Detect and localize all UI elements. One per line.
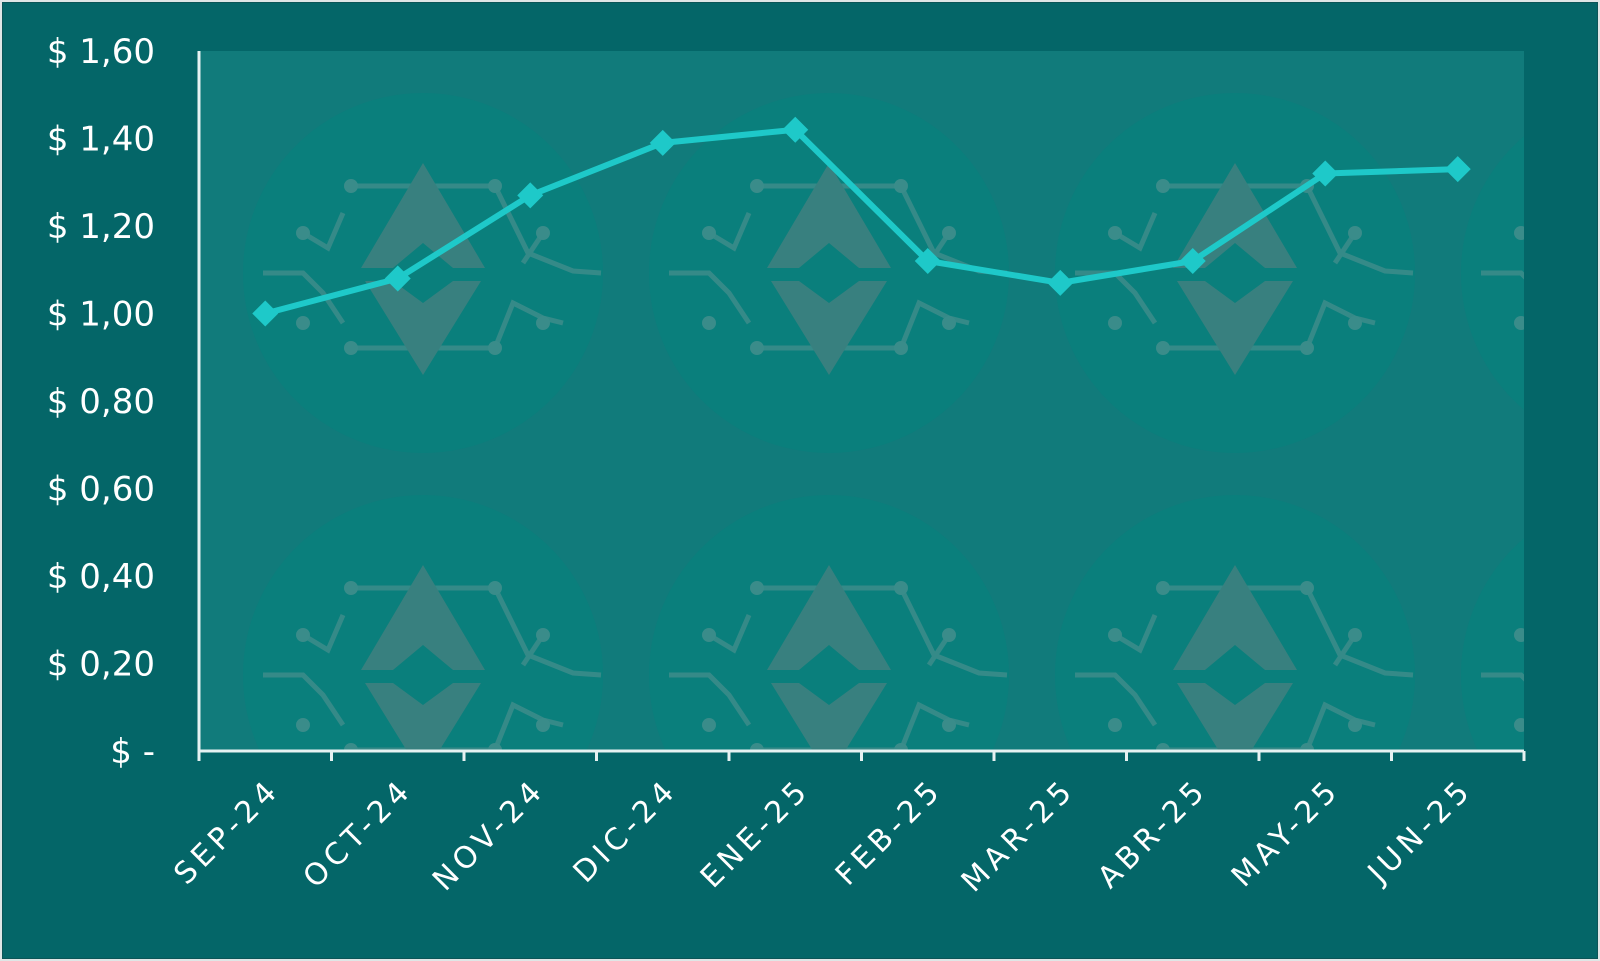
y-tick-label: $ 1,60	[47, 32, 155, 72]
y-tick-label: $ 0,40	[47, 557, 155, 597]
y-tick-label: $ 1,20	[47, 207, 155, 247]
x-tick-label: NOV-24	[426, 772, 552, 898]
series-line	[264, 126, 1458, 317]
data-point-marker	[1047, 269, 1074, 296]
data-point-marker	[914, 248, 941, 274]
data-point-marker	[782, 116, 809, 143]
x-tick-label: OCT-24	[297, 772, 420, 895]
y-tick-label: $ 1,00	[47, 295, 155, 335]
x-tick-label: SEP-24	[167, 772, 287, 892]
x-tick-label: JUN-25	[1360, 772, 1480, 892]
y-tick-label: $ 0,80	[47, 382, 155, 422]
data-point-marker	[649, 129, 676, 156]
x-tick-label: ABR-25	[1091, 772, 1215, 896]
data-point-marker	[384, 265, 411, 292]
y-tick-label: $ 0,60	[47, 470, 155, 510]
x-tick-label: FEB-25	[829, 772, 950, 893]
x-tick-label: DIC-24	[567, 772, 685, 890]
y-tick-label: $ -	[110, 732, 155, 772]
data-point-marker	[1444, 156, 1471, 183]
x-tick-label: MAY-25	[1225, 772, 1347, 894]
x-tick-label: MAR-25	[955, 772, 1082, 899]
data-point-marker	[1179, 248, 1206, 274]
line-chart: $ - $ 0,20 $ 0,40 $ 0,60 $ 0,80 $ 1,00 $ 1,20 $…	[47, 32, 1526, 899]
data-point-marker	[252, 300, 279, 327]
y-tick-label: $ 1,40	[47, 120, 155, 160]
y-tick-label: $ 0,20	[47, 645, 155, 685]
data-point-marker	[1312, 160, 1339, 187]
data-point-marker	[517, 182, 544, 209]
x-tick-label: ENE-25	[694, 772, 817, 895]
